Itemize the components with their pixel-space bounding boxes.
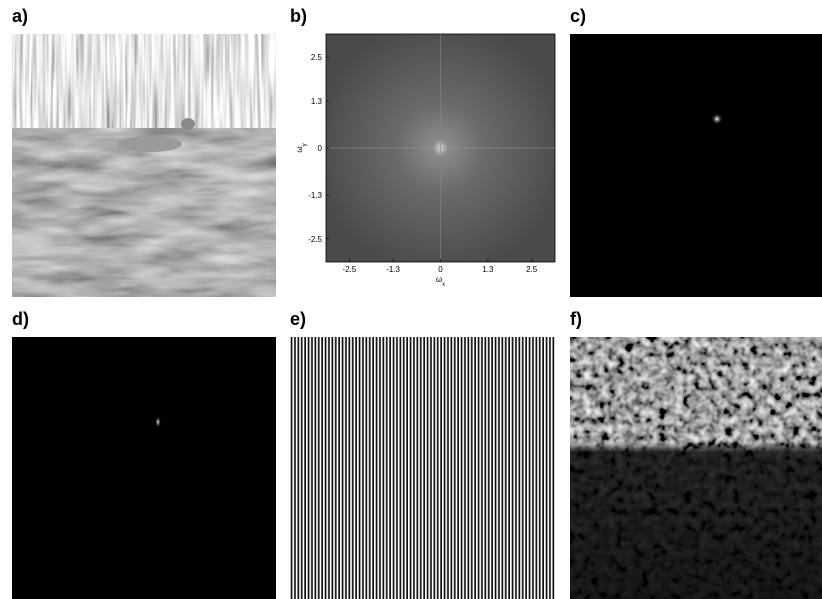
y-tick-label: 2.5 bbox=[311, 53, 323, 62]
panel-label: c) bbox=[570, 6, 586, 26]
x-tick-label: -1.3 bbox=[386, 265, 400, 274]
x-tick-label: -2.5 bbox=[342, 265, 356, 274]
x-axis-label: ωx bbox=[436, 275, 445, 288]
response-image bbox=[570, 337, 822, 599]
filter-image bbox=[12, 337, 276, 599]
spectrum-plot bbox=[326, 34, 555, 262]
duck-head bbox=[181, 118, 195, 130]
panel-label: b) bbox=[290, 6, 307, 26]
panel-label: a) bbox=[12, 6, 28, 26]
filter-image bbox=[570, 34, 822, 297]
filter-peak bbox=[155, 416, 161, 428]
duck bbox=[118, 136, 182, 152]
y-tick-label: -2.5 bbox=[308, 235, 322, 244]
x-tick-label: 0 bbox=[438, 265, 443, 274]
panel-label: e) bbox=[290, 309, 306, 329]
y-tick-label: -1.3 bbox=[308, 191, 322, 200]
y-axis-label: ωy bbox=[295, 143, 308, 152]
filter-peak bbox=[711, 113, 723, 125]
panel-label: f) bbox=[570, 309, 582, 329]
y-tick-label: 0 bbox=[318, 144, 323, 153]
x-axis-subscript: x bbox=[442, 282, 445, 288]
panel-label: d) bbox=[12, 309, 29, 329]
figure: a) b) c) d) e) f) -2.5 -1.3 0 1.3 2.5 -2.5 -1.… bbox=[0, 0, 822, 599]
y-axis-subscript: y bbox=[302, 143, 308, 146]
photo bbox=[12, 34, 276, 297]
x-tick-label: 1.3 bbox=[482, 265, 494, 274]
y-tick-label: 1.3 bbox=[311, 97, 323, 106]
grating-image bbox=[290, 337, 555, 599]
x-tick-label: 2.5 bbox=[526, 265, 538, 274]
reeds bbox=[12, 34, 276, 144]
water bbox=[12, 128, 276, 297]
